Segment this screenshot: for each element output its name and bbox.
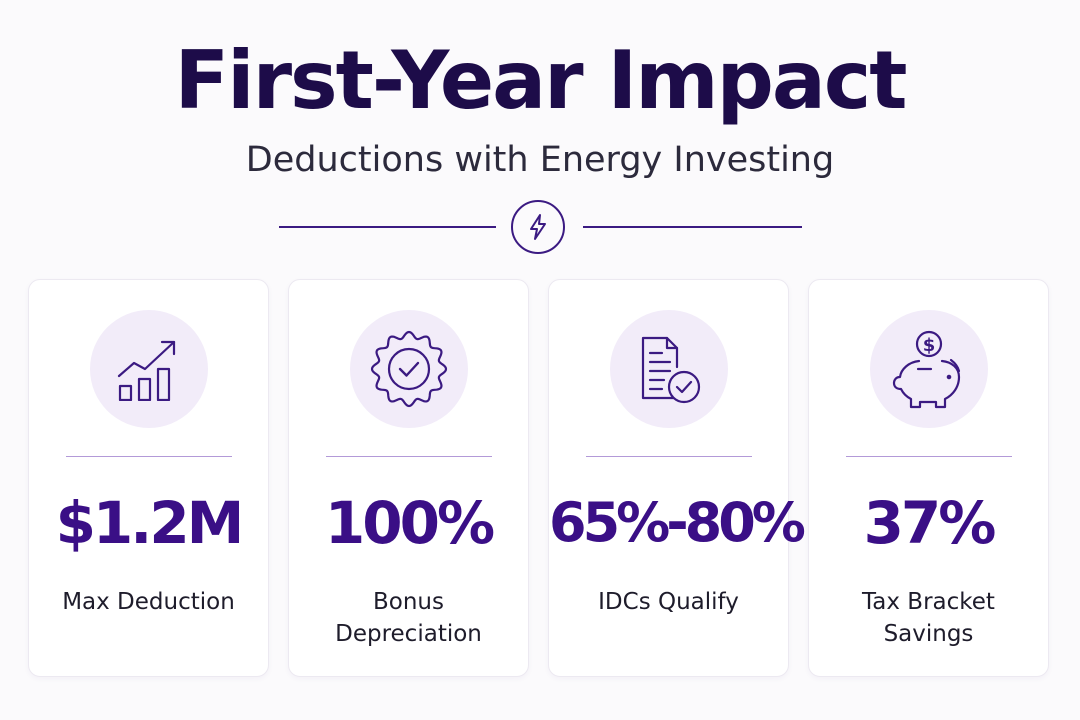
icon-badge: $ <box>870 310 988 428</box>
growth-chart-icon <box>117 340 176 401</box>
stat-value: 100% <box>324 489 495 557</box>
divider-badge <box>511 200 565 254</box>
page-title: First-Year Impact <box>174 34 908 127</box>
divider-line-right <box>583 226 802 228</box>
stat-value: 37% <box>863 489 997 557</box>
stat-card-tax-bracket-savings: $ 37% Tax Bracket Savings <box>808 279 1049 677</box>
icon-badge <box>610 310 728 428</box>
stat-value: $1.2M <box>55 489 245 557</box>
stat-card-idcs-qualify: 65%-80% IDCs Qualify <box>548 279 806 677</box>
icon-badge <box>90 310 208 428</box>
stat-label: Tax Bracket Savings <box>862 589 995 647</box>
svg-text:$: $ <box>923 335 936 356</box>
stat-label: IDCs Qualify <box>598 589 739 615</box>
stat-value: 65%-80% <box>549 491 806 554</box>
card-divider <box>326 456 492 457</box>
card-divider <box>586 456 752 457</box>
icon-badge <box>350 310 468 428</box>
page-subtitle: Deductions with Energy Investing <box>245 140 835 180</box>
badge-check-icon <box>370 330 448 408</box>
piggy-bank-icon: $ <box>892 330 961 409</box>
stat-label: Bonus Depreciation <box>335 589 482 647</box>
card-divider <box>846 456 1012 457</box>
stat-label: Max Deduction <box>62 589 235 615</box>
stat-card-max-deduction: $1.2M Max Deduction <box>28 279 269 677</box>
card-divider <box>66 456 232 457</box>
lightning-bolt-icon <box>530 214 546 240</box>
stat-card-bonus-depreciation: 100% Bonus Depreciation <box>288 279 529 677</box>
divider-line-left <box>279 226 496 228</box>
document-check-icon <box>641 336 701 404</box>
